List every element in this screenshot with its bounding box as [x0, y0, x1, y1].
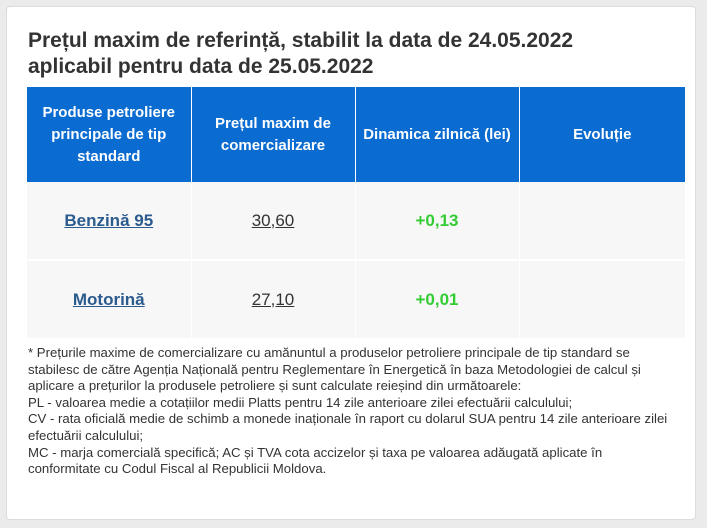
- price-cell: 30,60: [191, 182, 356, 261]
- table-row: Motorină 27,10 +0,01: [27, 260, 685, 340]
- product-cell: Motorină: [27, 260, 192, 340]
- title-line-2: aplicabil pentru data de 25.05.2022: [28, 55, 374, 78]
- footnotes: * Prețurile maxime de comercializare cu …: [28, 345, 678, 478]
- footnote-pl: PL - valoarea medie a cotațiilor medii P…: [28, 394, 573, 410]
- daily-change-value: +0,13: [415, 210, 459, 230]
- footnote-mc: MC - marja comercială specifică; AC și T…: [28, 444, 603, 477]
- daily-change-value: +0,01: [415, 289, 459, 309]
- header-daily-change: Dinamica zilnică (lei): [355, 87, 520, 182]
- price-card: Prețul maxim de referință, stabilit la d…: [6, 6, 696, 520]
- price-table: Produse petroliere principale de tip sta…: [27, 87, 685, 340]
- header-evolution: Evoluție: [519, 87, 685, 182]
- header-max-price: Prețul maxim de comercializare: [191, 87, 356, 182]
- table-row: Benzină 95 30,60 +0,13: [27, 182, 685, 261]
- delta-cell: +0,13: [355, 182, 520, 261]
- page-title: Prețul maxim de referință, stabilit la d…: [28, 28, 668, 80]
- footnote-cv: CV - rata oficială medie de schimb a mon…: [28, 411, 668, 443]
- evolution-cell: [519, 182, 685, 261]
- delta-cell: +0,01: [355, 260, 520, 340]
- price-cell: 27,10: [191, 260, 356, 340]
- product-link-motorina[interactable]: Motorină: [72, 289, 145, 309]
- price-link-motorina[interactable]: 27,10: [251, 289, 295, 309]
- product-cell: Benzină 95: [27, 182, 192, 261]
- footnote-intro: * Prețurile maxime de comercializare cu …: [28, 345, 641, 394]
- title-line-1: Prețul maxim de referință, stabilit la d…: [28, 29, 574, 52]
- price-link-benzina-95[interactable]: 30,60: [251, 210, 295, 230]
- table-header-row: Produse petroliere principale de tip sta…: [27, 87, 685, 182]
- header-products: Produse petroliere principale de tip sta…: [27, 87, 192, 182]
- evolution-cell: [519, 260, 685, 340]
- product-link-benzina-95[interactable]: Benzină 95: [64, 210, 154, 230]
